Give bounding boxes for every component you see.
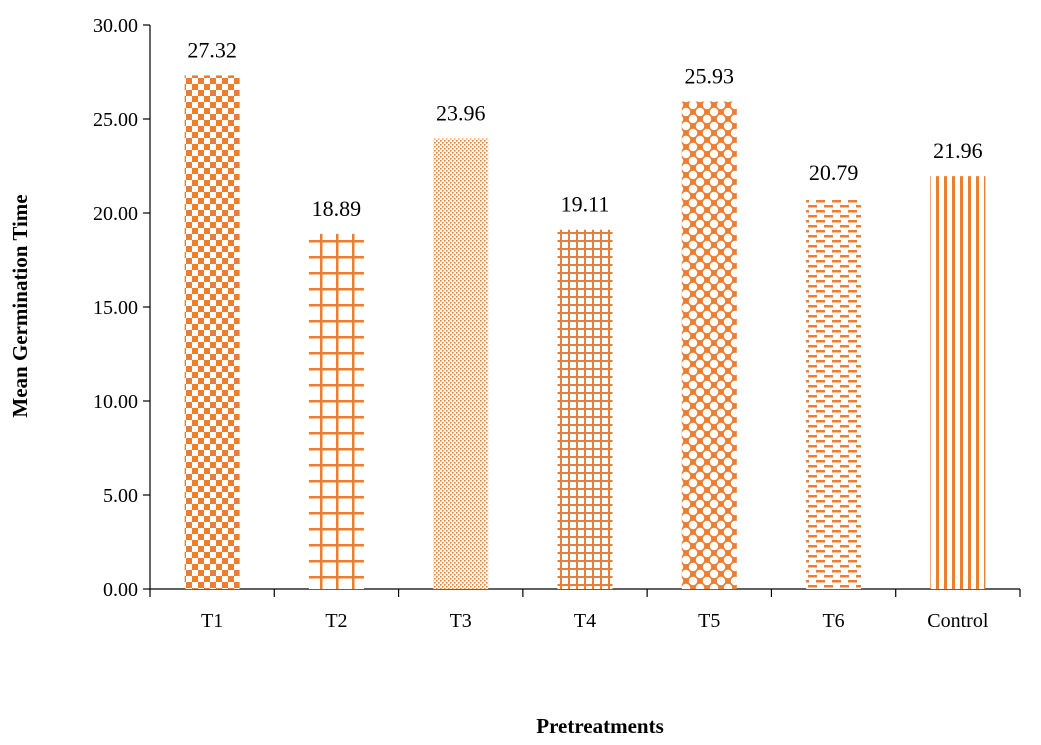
y-tick-label: 30.00 [93,15,138,37]
x-tick-label-t6: T6 [822,610,844,632]
y-tick-label: 15.00 [93,297,138,319]
bar-control [930,176,986,590]
data-label-t5: 25.93 [685,64,735,89]
data-label-t3: 23.96 [436,101,486,126]
x-tick-label-t1: T1 [201,610,223,632]
x-tick-label-t5: T5 [698,610,720,632]
bar-t2 [308,233,364,590]
y-tick-label: 5.00 [103,485,138,507]
data-label-t1: 27.32 [187,37,237,62]
data-label-t6: 20.79 [809,160,859,185]
bar-t6 [806,198,862,589]
data-label-control: 21.96 [933,138,983,163]
bar-t3 [433,138,489,589]
bar-t1 [184,75,240,589]
x-tick-label-control: Control [927,610,989,632]
x-tick-label-t2: T2 [325,610,347,632]
labels: 0.00 5.00 10.00 15.00 20.00 25.00 30.00 27.32 T1… [93,15,989,632]
bars [184,75,986,590]
data-label-t2: 18.89 [312,196,362,221]
axes [143,24,1021,597]
x-tick-label-t4: T4 [574,610,596,632]
y-tick-label: 10.00 [93,391,138,413]
bar-t5 [681,101,737,590]
x-tick-label-t3: T3 [450,610,472,632]
y-tick-label: 0.00 [103,579,138,601]
bar-t4 [557,229,613,589]
data-label-t4: 19.11 [561,192,610,217]
y-axis-title: Mean Germination Time [8,194,32,417]
y-tick-label: 25.00 [93,109,138,131]
x-axis-title: Pretreatments [536,714,664,738]
y-tick-label: 20.00 [93,203,138,225]
